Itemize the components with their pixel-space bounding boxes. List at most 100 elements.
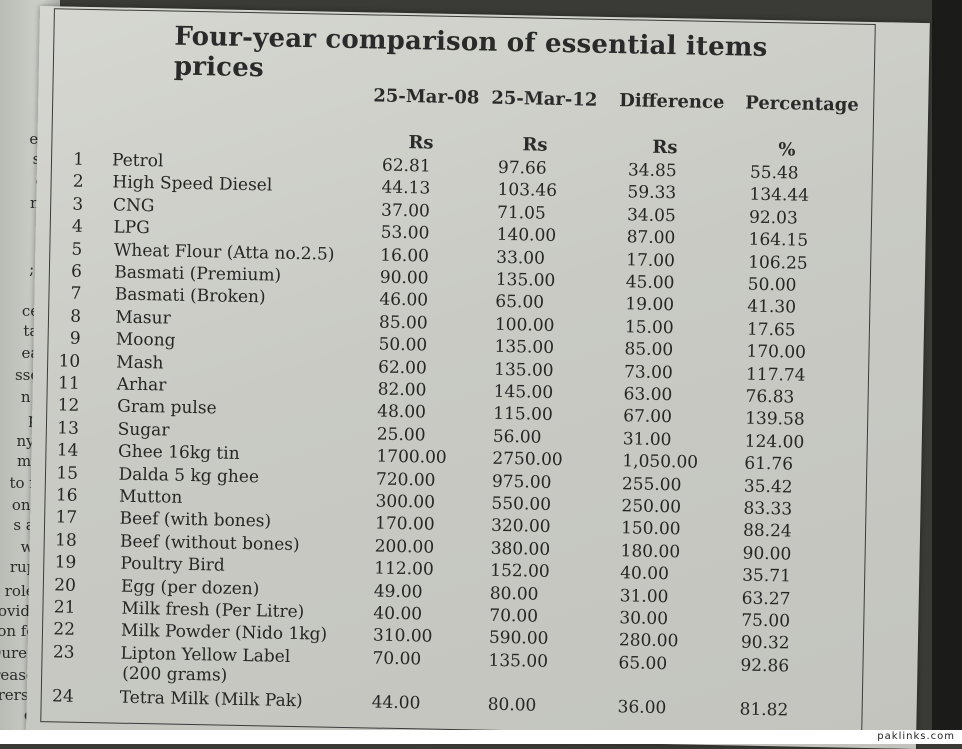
percentage-value: 139.58 [745, 409, 805, 431]
price-mar12: 380.00 [490, 538, 551, 560]
newspaper-clipping: Four-year comparison of essential items … [26, 6, 930, 749]
row-number: 1 [73, 149, 85, 170]
row-number: 7 [70, 284, 82, 305]
item-name: Mash [116, 352, 164, 374]
price-mar08: 44.13 [381, 177, 431, 199]
item-name: Arhar [116, 374, 167, 396]
row-number: 24 [51, 686, 74, 707]
difference-value: 59.33 [627, 182, 677, 204]
price-mar12: 550.00 [491, 493, 552, 515]
header-mar08: 25-Mar-08 [373, 85, 480, 109]
table-row: 24 Tetra Milk (Milk Pak) 44.00 80.00 36.00 81… [42, 686, 862, 724]
difference-value: 87.00 [626, 227, 676, 249]
price-mar12: 135.00 [488, 650, 549, 672]
difference-value: 40.00 [620, 563, 670, 585]
price-mar08: 90.00 [379, 267, 429, 289]
percentage-value: 134.44 [749, 185, 810, 207]
item-name: Dalda 5 kg ghee [118, 464, 260, 487]
price-mar08: 85.00 [378, 312, 428, 334]
row-number: 22 [53, 619, 76, 641]
price-mar08: 25.00 [376, 424, 426, 446]
difference-value: 67.00 [623, 406, 673, 428]
price-mar08: 53.00 [380, 222, 430, 244]
percentage-value: 88.24 [742, 520, 792, 542]
item-name: Gram pulse [117, 396, 217, 419]
price-mar12: 145.00 [493, 381, 554, 403]
price-mar08: 62.81 [381, 155, 431, 177]
table-frame: Four-year comparison of essential items … [40, 8, 876, 738]
percentage-value: 76.83 [745, 386, 795, 408]
price-mar08: 50.00 [378, 334, 428, 356]
row-number: 2 [72, 172, 84, 193]
price-mar08: 70.00 [372, 648, 422, 670]
row-number: 3 [72, 194, 84, 215]
row-number: 10 [58, 351, 81, 372]
percentage-value: 41.30 [747, 297, 797, 318]
percentage-value: 75.00 [741, 610, 791, 632]
difference-value: 15.00 [624, 317, 674, 339]
unit-mar08: Rs [408, 132, 434, 154]
row-number: 4 [71, 216, 83, 238]
price-mar08: 82.00 [377, 379, 427, 401]
item-name: Ghee 16kg tin [117, 441, 240, 465]
percentage-value: 55.48 [749, 162, 799, 184]
price-mar12: 80.00 [487, 694, 537, 716]
unit-percentage: % [778, 139, 796, 161]
percentage-value: 92.86 [740, 655, 790, 677]
row-number: 14 [56, 440, 79, 462]
price-mar08: 40.00 [373, 603, 423, 625]
difference-value: 180.00 [620, 541, 681, 563]
price-mar08: 720.00 [375, 469, 436, 491]
price-mar12: 70.00 [489, 605, 539, 627]
price-mar12: 103.46 [497, 180, 558, 202]
price-mar12: 100.00 [494, 314, 555, 336]
difference-value: 65.00 [618, 653, 668, 674]
difference-value: 30.00 [619, 608, 669, 630]
price-mar08: 1700.00 [376, 446, 447, 469]
item-name: Milk Powder (Nido 1kg) [120, 621, 328, 646]
percentage-value: 90.32 [740, 632, 790, 654]
item-name: Sugar [117, 419, 170, 441]
bottom-strip [0, 730, 962, 744]
header-difference: Difference [619, 90, 725, 114]
item-name: Moong [115, 329, 176, 351]
difference-value: 255.00 [621, 473, 682, 495]
unit-mar12: Rs [522, 134, 548, 156]
percentage-value: 170.00 [746, 341, 807, 363]
item-name: Poultry Bird [120, 553, 225, 576]
difference-value: 31.00 [622, 429, 672, 450]
watermark: paklinks.com [874, 731, 958, 742]
unit-difference: Rs [652, 136, 678, 159]
item-name: CNG [112, 195, 155, 217]
percentage-value: 81.82 [739, 699, 789, 721]
row-number: 6 [70, 261, 83, 282]
item-name: Petrol [111, 150, 164, 172]
item-name: Milk fresh (Per Litre) [121, 598, 305, 623]
difference-value: 85.00 [624, 339, 674, 361]
price-mar12: 115.00 [493, 404, 553, 426]
item-name: Masur [115, 307, 171, 329]
item-name-continued: (200 grams) [122, 663, 228, 686]
price-mar12: 80.00 [489, 583, 539, 605]
row-number: 5 [71, 239, 83, 260]
price-mar12: 71.05 [496, 202, 546, 224]
item-name: Beef (with bones) [119, 509, 272, 532]
difference-value: 34.05 [626, 205, 676, 227]
price-mar12: 320.00 [490, 516, 551, 538]
price-mar08: 44.00 [371, 692, 421, 714]
difference-value: 36.00 [617, 697, 667, 718]
price-mar12: 2750.00 [492, 448, 563, 471]
percentage-value: 35.71 [741, 565, 792, 587]
item-name: Mutton [118, 486, 183, 508]
percentage-value: 90.00 [742, 543, 792, 565]
percentage-value: 63.27 [741, 588, 791, 610]
difference-value: 63.00 [623, 384, 673, 406]
percentage-value: 35.42 [743, 476, 793, 498]
price-mar12: 590.00 [488, 628, 549, 650]
item-name: Egg (per dozen) [120, 576, 260, 599]
item-name: High Speed Diesel [112, 172, 273, 196]
percentage-value: 117.74 [745, 364, 806, 386]
difference-value: 45.00 [625, 272, 675, 294]
row-number: 12 [57, 395, 80, 417]
percentage-value: 50.00 [747, 274, 797, 296]
